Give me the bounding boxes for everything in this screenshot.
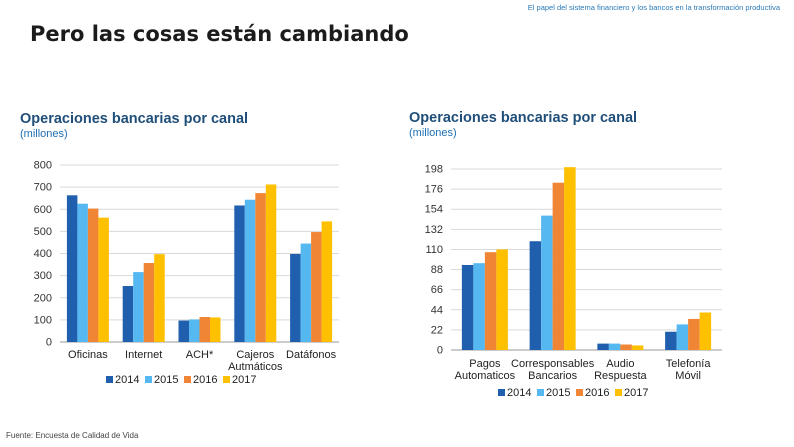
chart-1-bar-2016 (87, 208, 99, 342)
chart-2-xtick-label: Respuesta (594, 370, 647, 382)
chart-1-bar-2015 (300, 243, 312, 342)
chart-2-xtick-label: Corresponsables (511, 358, 595, 370)
chart-1-bar-2014 (290, 253, 301, 342)
chart-1-xtick-label: Oficinas (68, 349, 108, 361)
chart-2-bar-2014 (665, 331, 677, 350)
chart-1-bar-2014 (234, 205, 245, 342)
chart-2-bar-2015 (608, 343, 621, 350)
chart-1-bar-2017 (321, 221, 333, 342)
chart-1-bar-2016 (199, 316, 210, 342)
chart-1-bar-2015 (189, 319, 200, 342)
chart-2-ytick-label: 132 (425, 224, 443, 236)
chart-1-ytick-label: 700 (34, 182, 52, 194)
chart-1-legend-label: 2014 (115, 374, 139, 386)
chart-1-ytick-label: 100 (34, 314, 52, 326)
chart-2-title: Operaciones bancarias por canal (409, 110, 638, 126)
chart-1-subtitle: (millones) (20, 128, 68, 140)
chart-2-bar-2017 (699, 312, 712, 350)
chart-1-ytick-label: 800 (34, 160, 52, 172)
chart-2-bar-2017 (631, 345, 644, 350)
chart-1-bar-2016 (143, 263, 155, 342)
chart-2-bar-2016 (484, 252, 497, 350)
chart-1-bar-2017 (265, 184, 277, 342)
chart-1-bar-2016 (311, 232, 322, 342)
chart-1-bar-2015 (244, 199, 256, 342)
chart-2-xtick-label: Automaticos (455, 370, 516, 382)
chart-2-bar-2017 (496, 249, 508, 350)
chart-1-bar-2014 (66, 195, 78, 342)
chart-1-legend-swatch-2015 (145, 376, 152, 383)
chart-1-legend-label: 2017 (232, 374, 256, 386)
chart-2-bar-2015 (541, 215, 553, 350)
chart-2-legend-label: 2017 (624, 387, 648, 399)
chart-2-xtick-label: Móvil (675, 370, 701, 382)
chart-2-ytick-label: 110 (425, 244, 443, 256)
chart-1-xtick-label: Datáfonos (286, 349, 337, 361)
slide-title: Pero las cosas están cambiando (30, 22, 409, 46)
chart-2-bar-2015 (473, 263, 485, 350)
chart-2-legend-label: 2014 (507, 387, 531, 399)
chart-2-ytick-label: 88 (431, 264, 443, 276)
chart-1-xtick-label: Cajeros (236, 349, 274, 361)
chart-2-ytick-label: 0 (437, 345, 443, 357)
chart-1-ytick-label: 400 (34, 248, 52, 260)
chart-1-ytick-label: 600 (34, 204, 52, 216)
chart-2-xtick-label: Telefonía (666, 358, 712, 370)
chart-1-bar-2016 (255, 193, 266, 342)
chart-1-bar-2015 (77, 203, 88, 342)
chart-2-bar-2017 (564, 167, 576, 350)
chart-2-ytick-label: 154 (425, 204, 443, 216)
chart-2-legend-swatch-2016 (576, 389, 583, 396)
chart-2-bar-2016 (552, 182, 565, 350)
chart-1-bar-2014 (122, 286, 134, 342)
chart-2-bar-2014 (529, 241, 542, 350)
chart-1-legend-label: 2016 (193, 374, 217, 386)
chart-2-ytick-label: 44 (431, 304, 443, 316)
chart-2-xtick-label: Bancarios (528, 370, 577, 382)
chart-2-xtick-label: Pagos (469, 358, 501, 370)
chart-1-bar-2014 (178, 320, 189, 342)
chart-1-legend-swatch-2017 (223, 376, 230, 383)
chart-2-ytick-label: 176 (425, 184, 443, 196)
chart-2-subtitle: (millones) (409, 127, 457, 139)
chart-2-bar-2015 (676, 324, 689, 350)
chart-1-bar-2015 (133, 272, 144, 342)
source-note: Fuente: Encuesta de Calidad de Vida (6, 431, 139, 440)
chart-2-ytick-label: 66 (431, 284, 443, 296)
chart-2-ytick-label: 198 (425, 164, 443, 176)
chart-2-bar-2016 (688, 318, 700, 350)
chart-1-ytick-label: 300 (34, 270, 52, 282)
chart-1-title: Operaciones bancarias por canal (20, 111, 249, 127)
chart-1-legend-swatch-2016 (184, 376, 191, 383)
chart-1-ytick-label: 0 (46, 337, 52, 349)
chart-2-legend-swatch-2014 (498, 389, 505, 396)
header-note: El papel del sistema financiero y los ba… (527, 3, 780, 12)
chart-1-bar-2017 (210, 317, 221, 342)
chart-2-legend-swatch-2015 (537, 389, 544, 396)
chart-1-xtick-label: Internet (125, 349, 162, 361)
chart-2-ytick-label: 22 (431, 324, 443, 336)
chart-2-legend-label: 2016 (585, 387, 609, 399)
chart-2-bar-2014 (461, 264, 474, 350)
chart-1-legend-swatch-2014 (106, 376, 113, 383)
chart-1-legend-label: 2015 (154, 374, 178, 386)
chart-1-ytick-label: 200 (34, 292, 52, 304)
chart-1-xtick-label: ACH* (186, 349, 214, 361)
chart-1-xtick-label: Autmáticos (228, 361, 283, 373)
chart-2-bar-2014 (597, 343, 609, 350)
chart-1-bar-2017 (154, 254, 165, 342)
chart-2-bar-2016 (620, 344, 632, 350)
chart-2-legend-swatch-2017 (615, 389, 622, 396)
chart-2-legend-label: 2015 (546, 387, 570, 399)
chart-1-ytick-label: 500 (34, 226, 52, 238)
chart-2-xtick-label: Audio (606, 358, 634, 370)
chart-1-bar-2017 (98, 217, 109, 342)
